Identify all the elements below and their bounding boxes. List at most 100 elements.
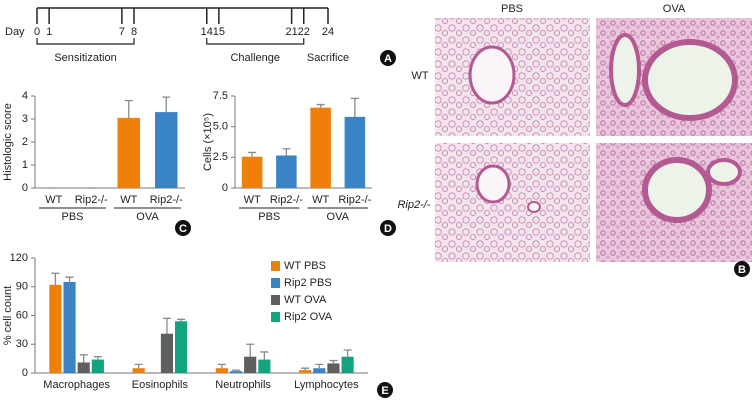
bar	[175, 321, 188, 373]
panel-label: B	[738, 264, 746, 276]
legend-swatch	[271, 312, 280, 322]
airway	[642, 39, 738, 121]
error-bar	[350, 97, 359, 117]
bar	[155, 112, 178, 188]
error-bar	[162, 317, 171, 334]
x-tick-label: Rip2-/-	[75, 194, 108, 206]
error-bar	[134, 363, 143, 369]
y-tick-label: 7.5	[213, 90, 228, 102]
day-label: 24	[322, 26, 334, 38]
error-bar	[124, 99, 133, 118]
day-label: 0	[34, 26, 40, 38]
y-tick-label: 0	[22, 182, 28, 194]
y-tick-label: 90	[16, 281, 28, 293]
y-tick-label: 0	[222, 182, 228, 194]
y-tick-label: 120	[10, 252, 28, 264]
day-label: 22	[298, 26, 310, 38]
error-bar	[162, 96, 171, 113]
error-bar	[65, 276, 74, 282]
bar	[258, 359, 271, 373]
phase-label: Sensitization	[54, 52, 116, 64]
legend-label: WT OVA	[284, 294, 327, 306]
phase-label: Challenge	[230, 52, 280, 64]
error-bar	[315, 363, 324, 369]
phase-bracket	[36, 38, 135, 45]
bar	[313, 368, 326, 373]
x-tick-label: Neutrophils	[215, 379, 271, 391]
vessel	[706, 158, 742, 186]
error-bar	[79, 354, 88, 363]
histology-images	[435, 18, 752, 262]
group-label: PBS	[258, 211, 280, 223]
x-tick-label: WT	[45, 194, 62, 206]
row-label: WT	[411, 70, 428, 82]
error-bar	[316, 103, 325, 108]
panel-label: E	[381, 385, 388, 397]
column-label: OVA	[663, 3, 686, 15]
legend-swatch	[271, 295, 280, 305]
y-tick-label: 2	[22, 136, 28, 148]
group-label: OVA	[136, 211, 159, 223]
bar	[244, 356, 257, 373]
group-label: OVA	[327, 211, 350, 223]
group-label: PBS	[61, 211, 83, 223]
bar	[63, 281, 76, 373]
x-tick-label: Rip2-/-	[150, 194, 183, 206]
x-tick-label: WT	[120, 194, 137, 206]
bar	[215, 368, 228, 373]
phase-bracket	[206, 38, 305, 45]
bar	[132, 368, 145, 373]
y-tick-label: 3	[22, 113, 28, 125]
error-bar	[301, 367, 310, 371]
bar	[160, 333, 174, 373]
bar	[344, 116, 366, 188]
legend-label: Rip2 PBS	[284, 277, 332, 289]
bar	[327, 363, 340, 373]
error-bar	[93, 356, 102, 360]
y-tick-label: 30	[16, 338, 28, 350]
y-tick-label: 0	[22, 367, 28, 379]
bar	[299, 370, 312, 373]
x-tick-label: WT	[312, 194, 329, 206]
day-label: 15	[213, 26, 225, 38]
day-label: 21	[286, 26, 298, 38]
error-bar	[248, 151, 257, 157]
panel-label: D	[384, 223, 392, 235]
x-tick-label: WT	[244, 194, 261, 206]
bar	[341, 356, 354, 373]
column-label: PBS	[501, 3, 523, 15]
y-axis-label: Cells (×10⁵)	[202, 113, 214, 171]
legend-swatch	[271, 278, 280, 288]
y-axis-label: % cell count	[2, 286, 14, 345]
bar	[241, 156, 263, 188]
legend-label: Rip2 OVA	[284, 311, 333, 323]
day-label: 1	[46, 26, 52, 38]
error-bar	[217, 363, 226, 369]
panel-badge	[175, 220, 191, 236]
y-tick-label: 60	[16, 309, 28, 321]
panel-label: A	[384, 53, 392, 65]
legend-label: WT PBS	[284, 260, 326, 272]
airway	[468, 45, 516, 105]
day-label: 14	[201, 26, 213, 38]
vessel	[527, 201, 541, 213]
error-bar	[282, 148, 291, 156]
vessel	[609, 33, 641, 107]
error-bar	[232, 369, 241, 372]
day-label: 7	[119, 26, 125, 38]
day-label: 8	[131, 26, 137, 38]
x-tick-label: Eosinophils	[132, 379, 189, 391]
y-tick-label: 2.5	[213, 151, 228, 163]
x-tick-label: Rip2-/-	[338, 194, 371, 206]
y-tick-label: 5.0	[213, 121, 228, 133]
x-tick-label: Macrophages	[43, 379, 110, 391]
error-bar	[343, 349, 352, 357]
bar	[91, 359, 104, 373]
panel-label: C	[179, 223, 187, 235]
panel-badge	[380, 220, 396, 236]
image-rip2-pbs	[435, 143, 590, 262]
bar	[276, 155, 297, 188]
error-bar	[51, 272, 60, 285]
x-tick-label: Lymphocytes	[294, 379, 359, 391]
